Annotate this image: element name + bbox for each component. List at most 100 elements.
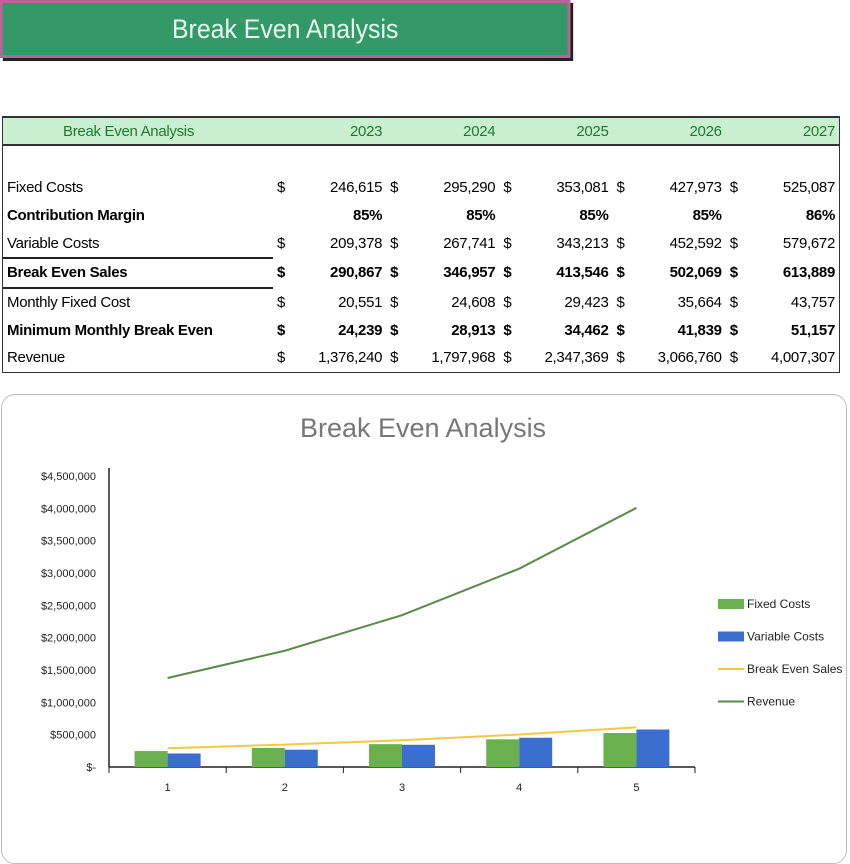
y-tick-label: $4,000,000	[41, 503, 96, 515]
y-tick-label: $-	[86, 762, 96, 774]
x-tick-label: 3	[399, 782, 405, 794]
cell-value: 24,239	[338, 321, 383, 339]
currency-symbol: $	[729, 235, 738, 253]
cell-value: 579,672	[782, 235, 835, 253]
bar-variable-costs	[167, 753, 201, 767]
currency-symbol: $	[503, 321, 512, 339]
cell-value: 343,213	[556, 235, 609, 253]
cell-value: 85%	[466, 207, 496, 225]
cell-value: 4,007,307	[770, 349, 835, 367]
currency-symbol: $	[503, 179, 512, 197]
cell-value: 41,839	[677, 321, 722, 339]
currency-symbol: $	[729, 293, 738, 311]
currency-symbol: $	[616, 321, 625, 339]
table-row: Revenue $1,376,240 $1,797,968 $2,347,369 $3,…	[3, 344, 840, 372]
cell-value: 267,741	[443, 235, 496, 253]
bar-fixed-costs	[369, 744, 402, 767]
y-tick-label: $1,000,000	[41, 697, 96, 709]
cell-value: 290,867	[330, 264, 383, 282]
bar-variable-costs	[636, 729, 670, 767]
currency-symbol: $	[277, 179, 286, 197]
bar-fixed-costs	[134, 751, 168, 767]
cell-value: 86%	[805, 207, 835, 225]
x-tick-label: 2	[282, 782, 288, 794]
currency-symbol: $	[277, 264, 286, 282]
table-header: Break Even Analysis 2023 2024 2025 2026 2027	[2, 116, 840, 146]
header-year: 2026	[634, 116, 726, 146]
header-label: Break Even Analysis	[2, 116, 273, 146]
currency-symbol: $	[616, 179, 625, 197]
cell-value: 413,546	[556, 264, 609, 282]
table-row: Contribution Margin 85% 85% 85% 85% 86%	[3, 202, 840, 230]
header-year: 2023	[295, 116, 387, 146]
legend-label: Break Even Sales	[747, 662, 842, 676]
bar-variable-costs	[519, 737, 553, 767]
table-row: Minimum Monthly Break Even $24,239 $28,913…	[3, 316, 840, 344]
cell-value: 24,608	[451, 293, 496, 311]
currency-symbol: $	[277, 235, 286, 253]
currency-symbol: $	[729, 321, 738, 339]
cell-value: 34,462	[564, 321, 609, 339]
line-revenue	[167, 506, 637, 679]
y-tick-label: $500,000	[50, 730, 96, 742]
cell-value: 246,615	[330, 179, 383, 197]
cell-value: 1,797,968	[431, 349, 496, 367]
currency-symbol: $	[729, 179, 738, 197]
currency-symbol: $	[616, 264, 625, 282]
cell-value: 452,592	[669, 235, 722, 253]
cell-value: 613,889	[782, 264, 835, 282]
x-tick-label: 4	[516, 782, 522, 794]
cell-value: 85%	[579, 207, 609, 225]
chart-title: Break Even Analysis	[299, 413, 547, 443]
bar-variable-costs	[402, 744, 435, 767]
currency-symbol: $	[390, 293, 399, 311]
bar-fixed-costs	[251, 747, 285, 767]
currency-symbol: $	[277, 349, 286, 367]
cell-value: 28,913	[451, 321, 496, 339]
cell-value: 43,757	[790, 293, 835, 311]
row-label: Revenue	[7, 349, 65, 367]
currency-symbol: $	[503, 293, 512, 311]
y-tick-label: $2,500,000	[41, 600, 96, 612]
currency-symbol: $	[390, 264, 399, 282]
cell-value: 85%	[353, 207, 383, 225]
cell-value: 20,551	[338, 293, 383, 311]
row-label: Variable Costs	[7, 234, 100, 252]
cell-value: 525,087	[782, 179, 835, 197]
table-row: Fixed Costs $246,615 $295,290 $353,081 $427,…	[3, 174, 840, 202]
cell-value: 51,157	[790, 321, 835, 339]
header-year: 2027	[747, 116, 840, 146]
legend-label: Fixed Costs	[747, 597, 810, 611]
currency-symbol: $	[390, 179, 399, 197]
y-tick-label: $1,500,000	[41, 665, 96, 677]
x-tick-label: 1	[165, 782, 171, 794]
row-label: Contribution Margin	[7, 207, 145, 225]
currency-symbol: $	[616, 293, 625, 311]
bar-fixed-costs	[486, 739, 520, 767]
currency-symbol: $	[616, 235, 625, 253]
row-label: Break Even Sales	[2, 257, 273, 289]
row-label: Monthly Fixed Cost	[7, 294, 130, 312]
table-row: Monthly Fixed Cost $20,551 $24,608 $29,423 $…	[3, 288, 840, 317]
currency-symbol: $	[503, 349, 512, 367]
cell-value: 427,973	[669, 179, 722, 197]
break-even-table: Break Even Analysis 2023 2024 2025 2026 2027 F…	[2, 116, 840, 373]
currency-symbol: $	[390, 321, 399, 339]
cell-value: 353,081	[556, 179, 609, 197]
currency-symbol: $	[277, 293, 286, 311]
cell-value: 2,347,369	[544, 349, 609, 367]
bar-fixed-costs	[603, 733, 637, 767]
y-tick-label: $4,500,000	[41, 471, 96, 483]
currency-symbol: $	[729, 264, 738, 282]
row-label: Minimum Monthly Break Even	[7, 321, 213, 339]
cell-value: 346,957	[443, 264, 496, 282]
cell-value: 3,066,760	[657, 349, 722, 367]
cell-value: 29,423	[564, 293, 609, 311]
y-tick-label: $2,000,000	[41, 633, 96, 645]
currency-symbol: $	[729, 349, 738, 367]
cell-value: 295,290	[443, 179, 496, 197]
line-break-even-sales	[167, 726, 637, 750]
cell-value: 502,069	[669, 264, 722, 282]
table-row: Variable Costs $209,378 $267,741 $343,213 $4…	[3, 229, 840, 258]
currency-symbol: $	[390, 349, 399, 367]
